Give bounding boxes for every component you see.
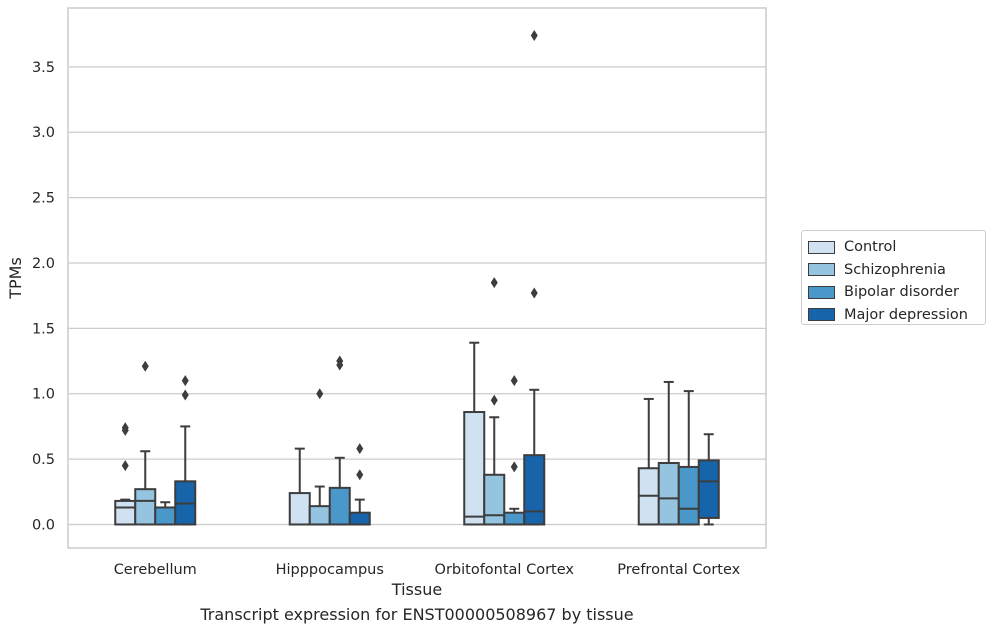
box-iqr (697, 459, 720, 519)
outlier-point (356, 443, 364, 455)
legend-swatch-bipolar-disorder (808, 285, 835, 299)
legend-label-bipolar-disorder: Bipolar disorder (844, 284, 959, 301)
box-group (503, 375, 526, 526)
figure-caption: Transcript expression for ENST0000050896… (200, 605, 634, 624)
legend-swatch-schizophrenia (808, 263, 835, 277)
box-group (463, 341, 486, 526)
y-tick-label: 0.0 (32, 517, 55, 533)
outlier-point (181, 375, 189, 387)
box-group (637, 397, 660, 526)
box-group (288, 447, 311, 526)
box-group (134, 360, 157, 526)
y-tick-label: 3.0 (32, 125, 55, 141)
outlier-point (530, 29, 538, 41)
y-tick-label: 0.5 (32, 452, 55, 468)
outlier-point (510, 461, 518, 473)
outlier-point (490, 277, 498, 289)
box-group (114, 422, 137, 526)
outlier-point (356, 469, 364, 481)
box-iqr (154, 506, 177, 526)
box-group (328, 355, 351, 526)
legend: Control Schizophrenia Bipolar disorder M… (801, 230, 986, 325)
y-tick-label: 2.5 (32, 191, 55, 207)
box-iqr (677, 465, 700, 526)
legend-item-bipolar-disorder: Bipolar disorder (808, 281, 979, 304)
x-tick-label: Cerebellum (114, 562, 197, 578)
legend-label-schizophrenia: Schizophrenia (844, 261, 946, 278)
outlier-point (336, 355, 344, 367)
y-tick-label: 1.0 (32, 387, 55, 403)
box-group (174, 375, 197, 526)
x-axis-title: Tissue (391, 580, 442, 599)
outlier-point (530, 287, 538, 299)
outlier-point (121, 460, 129, 472)
box-group (483, 277, 506, 526)
legend-item-major-depression: Major depression (808, 304, 979, 327)
y-tick-label: 1.5 (32, 321, 55, 337)
box-iqr (134, 488, 157, 526)
box-iqr (288, 492, 311, 526)
box-iqr (348, 511, 371, 526)
legend-label-major-depression: Major depression (844, 306, 968, 323)
box-group (308, 388, 331, 526)
legend-item-control: Control (808, 236, 979, 259)
y-tick-label: 2.0 (32, 256, 55, 272)
box-iqr (308, 505, 331, 526)
box-iqr (523, 454, 546, 526)
x-tick-label: Prefrontal Cortex (617, 562, 740, 578)
legend-swatch-control (808, 240, 835, 254)
box-iqr (483, 473, 506, 526)
box-iqr (503, 511, 526, 526)
box-iqr (114, 499, 137, 526)
x-tick-label: Hipppocampus (276, 562, 384, 578)
plot-frame (67, 7, 767, 549)
outlier-point (316, 388, 324, 400)
box-group (523, 29, 546, 526)
box-group (657, 380, 680, 526)
box-iqr (463, 411, 486, 526)
outlier-point (121, 422, 129, 434)
box-group (677, 390, 700, 526)
outlier-point (510, 375, 518, 387)
legend-label-control: Control (844, 239, 897, 256)
y-tick-label: 3.5 (32, 60, 55, 76)
x-tick-label: Orbitofontal Cortex (435, 562, 575, 578)
outlier-point (490, 394, 498, 406)
legend-item-schizophrenia: Schizophrenia (808, 259, 979, 282)
y-axis-title: TPMs (6, 257, 25, 300)
box-group (697, 433, 720, 526)
box-group (154, 501, 177, 526)
box-iqr (657, 462, 680, 526)
box-group (348, 443, 371, 526)
legend-swatch-major-depression (808, 308, 835, 322)
box-iqr (328, 486, 351, 526)
outlier-point (181, 389, 189, 401)
outlier-point (141, 360, 149, 372)
